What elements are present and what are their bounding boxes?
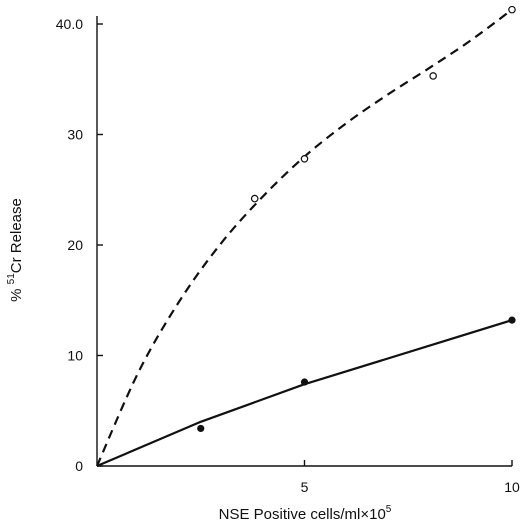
- y-tick-label: 20: [67, 237, 83, 253]
- y-axis-label-prefix: %: [8, 284, 25, 302]
- x-tick-label: 5: [301, 479, 309, 495]
- axes: [96, 16, 512, 467]
- open-circle-point: [300, 155, 309, 163]
- y-tick-label: 10: [67, 348, 83, 364]
- y-tick-label: 30: [67, 127, 83, 143]
- filled-circle-point: [300, 378, 309, 386]
- filled-circle-point: [197, 424, 205, 433]
- series-dashed-line: [95, 8, 513, 467]
- x-axis-label: NSE Positive cells/ml×105: [219, 504, 392, 523]
- open-circle-point: [508, 5, 516, 14]
- y-tick-label: 40.0: [56, 16, 83, 32]
- y-axis-label: % 51Cr Release: [6, 198, 25, 302]
- series-solid-line: [96, 319, 513, 468]
- open-circle-point: [250, 194, 259, 203]
- series-layer: [95, 8, 513, 468]
- y-tick-label: 0: [75, 458, 83, 474]
- filled-circle-point: [508, 316, 516, 324]
- marker-layer: [197, 5, 516, 433]
- ticks: 0 10 20 30 40.0 5 10: [56, 16, 520, 495]
- open-circle-point: [429, 72, 437, 80]
- y-axis-label-rest: Cr Release: [8, 198, 25, 273]
- y-axis-label-superscript: 51: [6, 273, 17, 285]
- x-axis-label-exponent: 5: [386, 504, 392, 515]
- x-axis-label-text: NSE Positive cells/ml×10: [219, 506, 386, 523]
- x-tick-label: 10: [504, 479, 520, 495]
